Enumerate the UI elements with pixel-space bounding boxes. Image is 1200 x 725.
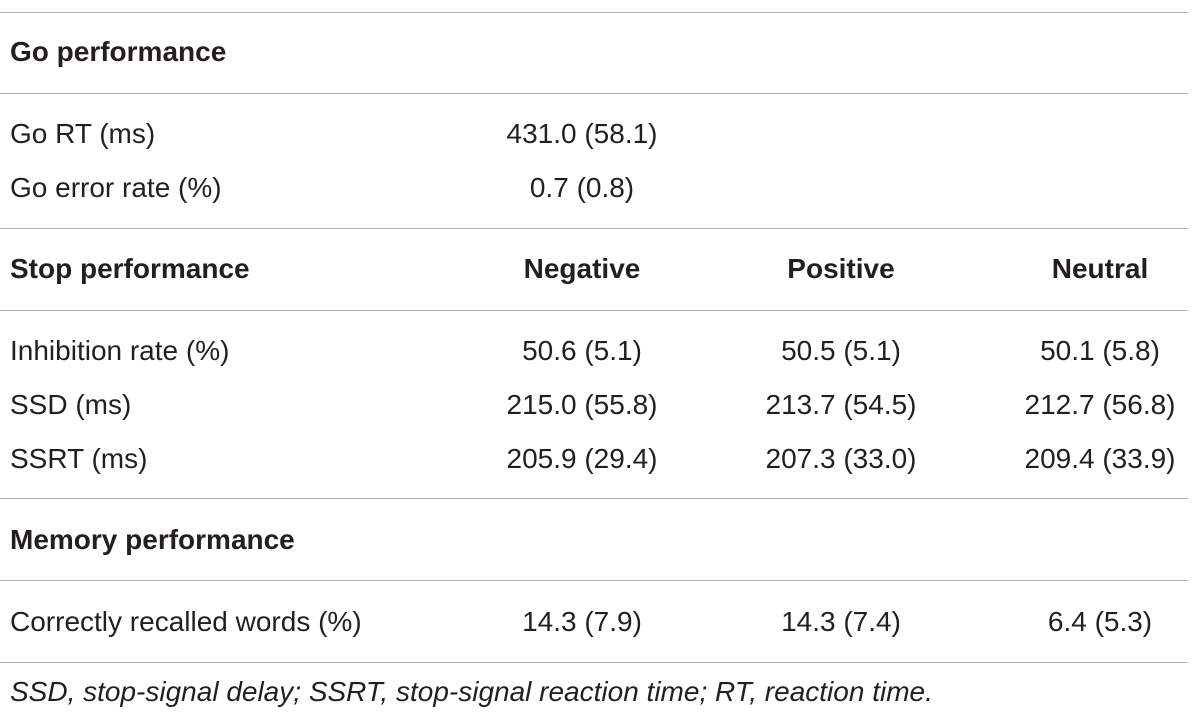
table-footnote: SSD, stop-signal delay; SSRT, stop-signa… [10,676,933,707]
table-cell: 6.4 (5.3) [1047,606,1153,637]
table-rule [0,662,1188,663]
table-rule [0,310,1188,311]
section-title-go: Go performance [10,36,227,67]
section-title-stop: Stop performance [10,253,250,284]
table-rule [0,498,1188,499]
row-label: Correctly recalled words (%) [10,606,362,637]
table-rule [0,580,1188,581]
section-title-memory: Memory performance [10,524,295,555]
column-header-neutral: Neutral [1051,253,1149,284]
table-cell: 50.5 (5.1) [781,335,901,366]
table-cell: 14.3 (7.4) [781,606,901,637]
table-cell: 215.0 (55.8) [506,389,658,420]
row-label: SSD (ms) [10,389,132,420]
table-cell: 50.6 (5.1) [522,335,642,366]
table-cell: 50.1 (5.8) [1040,335,1160,366]
row-label: Go error rate (%) [10,172,222,203]
column-header-negative: Negative [523,253,641,284]
table-cell: 212.7 (56.8) [1024,389,1176,420]
row-label: Go RT (ms) [10,118,156,149]
table-cell: 205.9 (29.4) [506,443,658,474]
table-rule [0,12,1188,13]
table-rule [0,228,1188,229]
table-cell: 0.7 (0.8) [529,172,635,203]
table-cell: 213.7 (54.5) [765,389,917,420]
row-label: SSRT (ms) [10,443,148,474]
table-cell: 14.3 (7.9) [522,606,642,637]
column-header-positive: Positive [787,253,895,284]
table-cell: 207.3 (33.0) [765,443,917,474]
table-cell: 209.4 (33.9) [1024,443,1176,474]
table-cell: 431.0 (58.1) [506,118,658,149]
table-rule [0,93,1188,94]
row-label: Inhibition rate (%) [10,335,230,366]
